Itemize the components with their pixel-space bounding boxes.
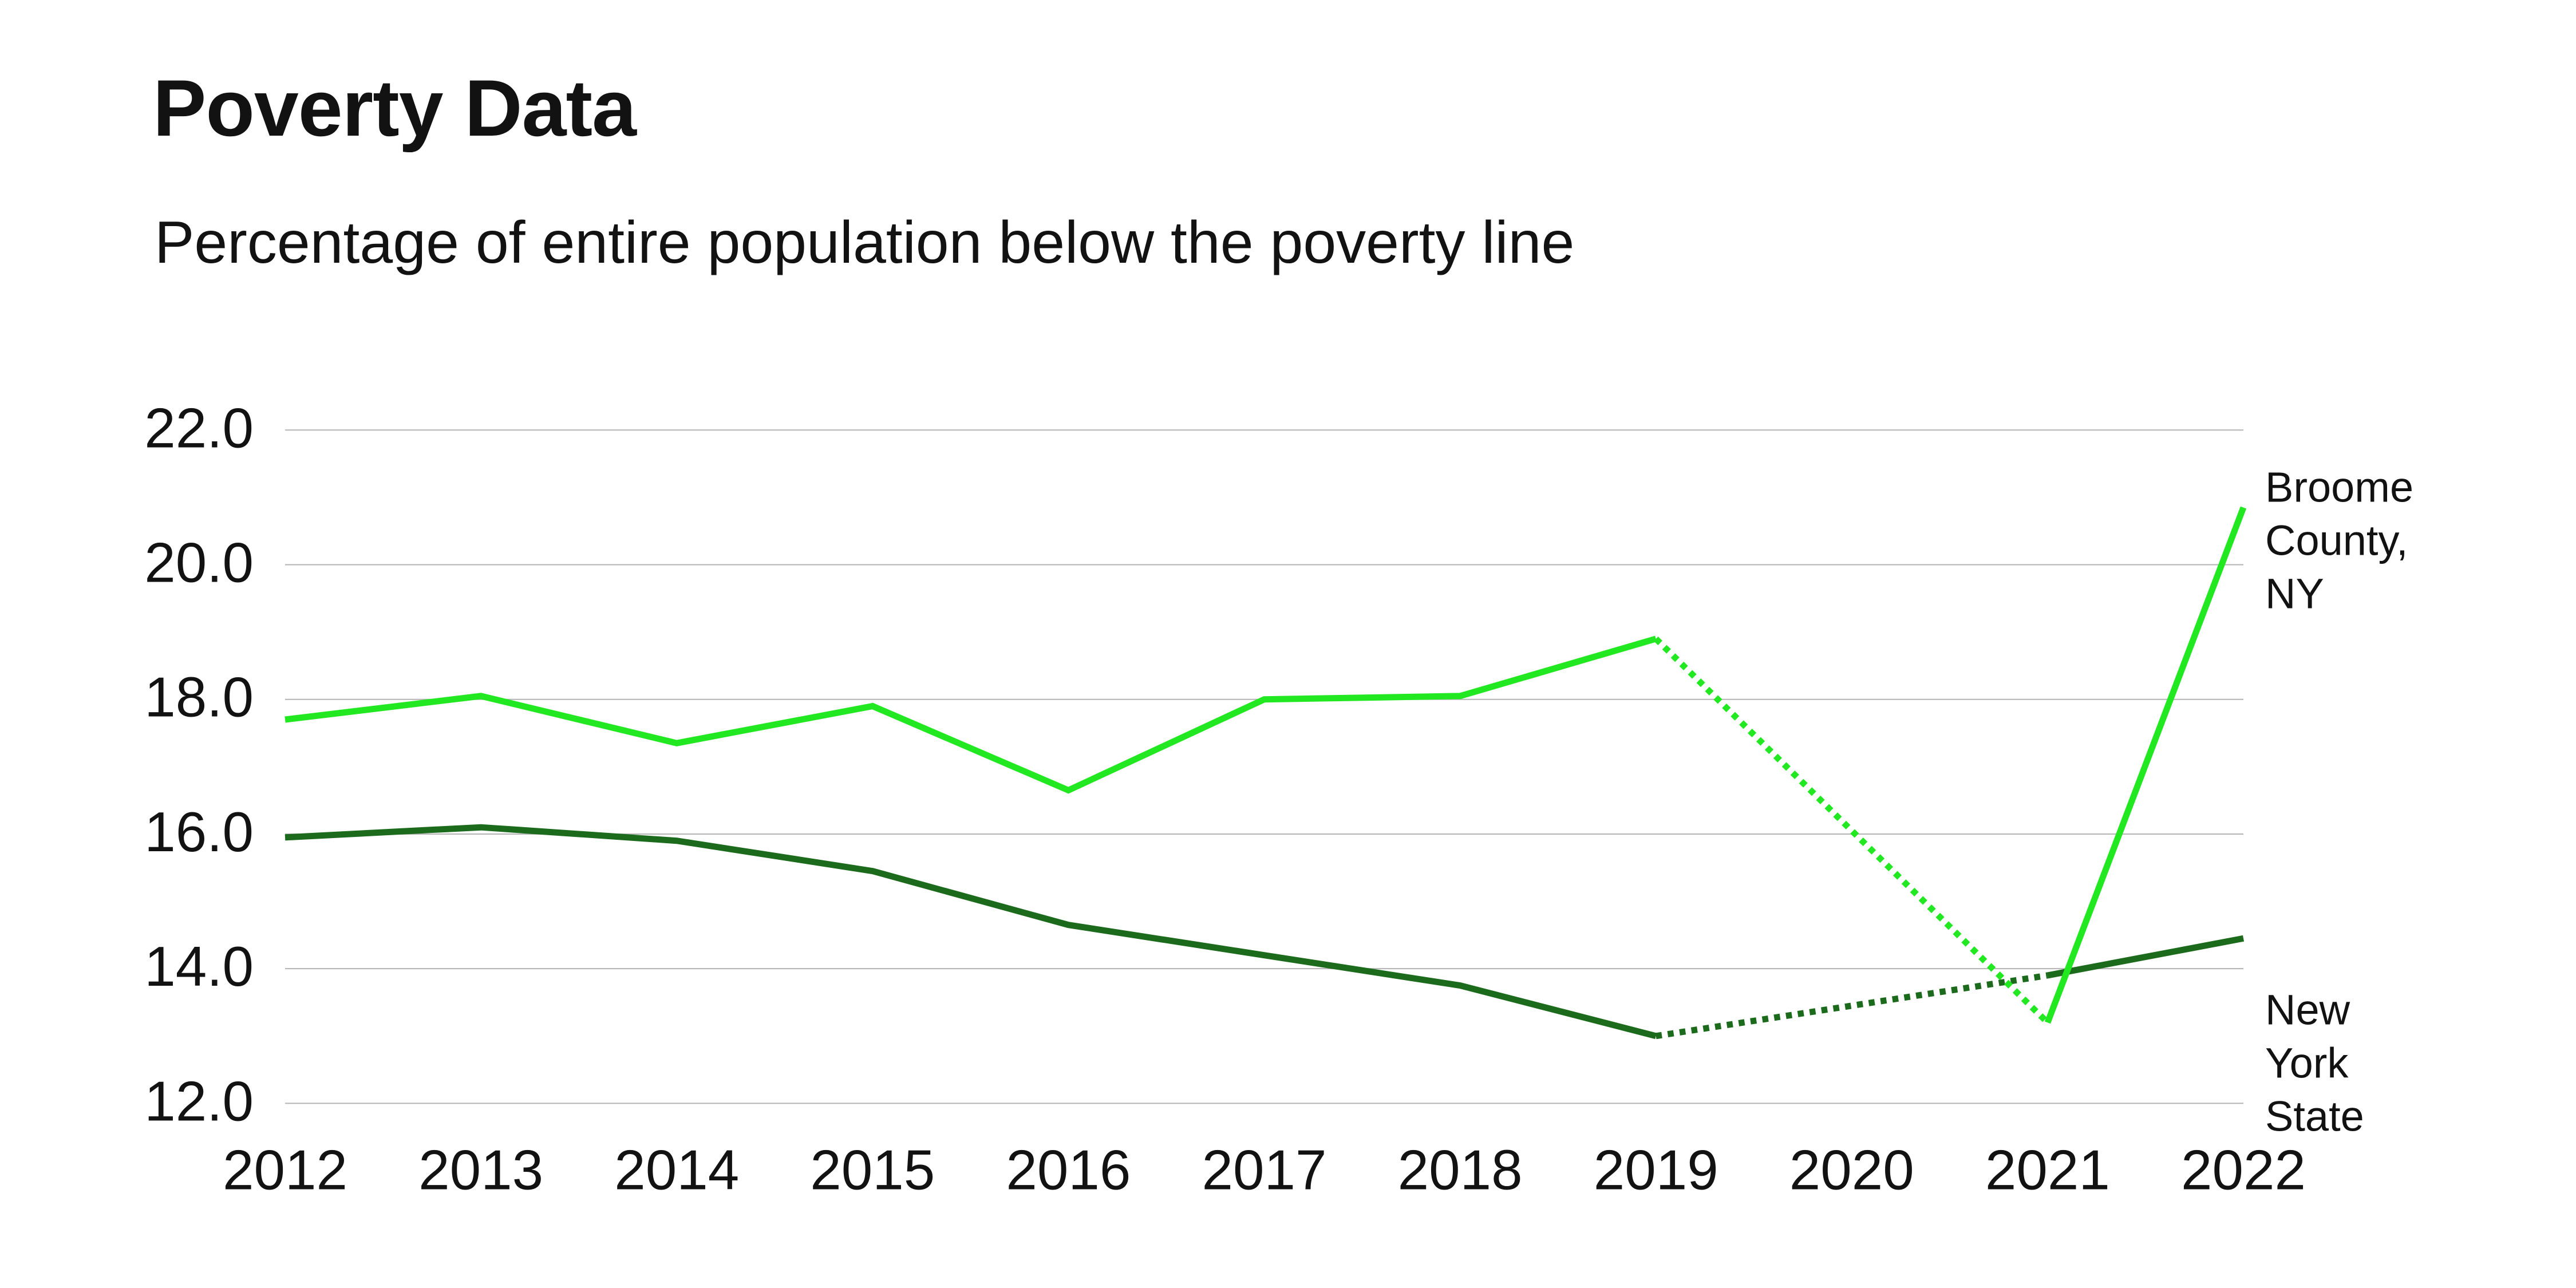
svg-text:16.0: 16.0 bbox=[144, 800, 254, 863]
svg-text:2012: 2012 bbox=[223, 1138, 347, 1201]
svg-text:12.0: 12.0 bbox=[144, 1069, 254, 1132]
svg-text:2018: 2018 bbox=[1398, 1138, 1523, 1201]
svg-text:2013: 2013 bbox=[418, 1138, 543, 1201]
svg-text:2017: 2017 bbox=[1202, 1138, 1326, 1201]
svg-text:14.0: 14.0 bbox=[144, 935, 254, 998]
svg-text:2022: 2022 bbox=[2181, 1138, 2306, 1201]
svg-text:2015: 2015 bbox=[810, 1138, 935, 1201]
svg-text:18.0: 18.0 bbox=[144, 666, 254, 729]
svg-text:2020: 2020 bbox=[1789, 1138, 1914, 1201]
svg-text:22.0: 22.0 bbox=[144, 396, 254, 459]
svg-text:20.0: 20.0 bbox=[144, 531, 254, 594]
svg-text:2019: 2019 bbox=[1594, 1138, 1718, 1201]
svg-text:2014: 2014 bbox=[614, 1138, 739, 1201]
svg-text:2016: 2016 bbox=[1006, 1138, 1131, 1201]
svg-text:2021: 2021 bbox=[1985, 1138, 2110, 1201]
